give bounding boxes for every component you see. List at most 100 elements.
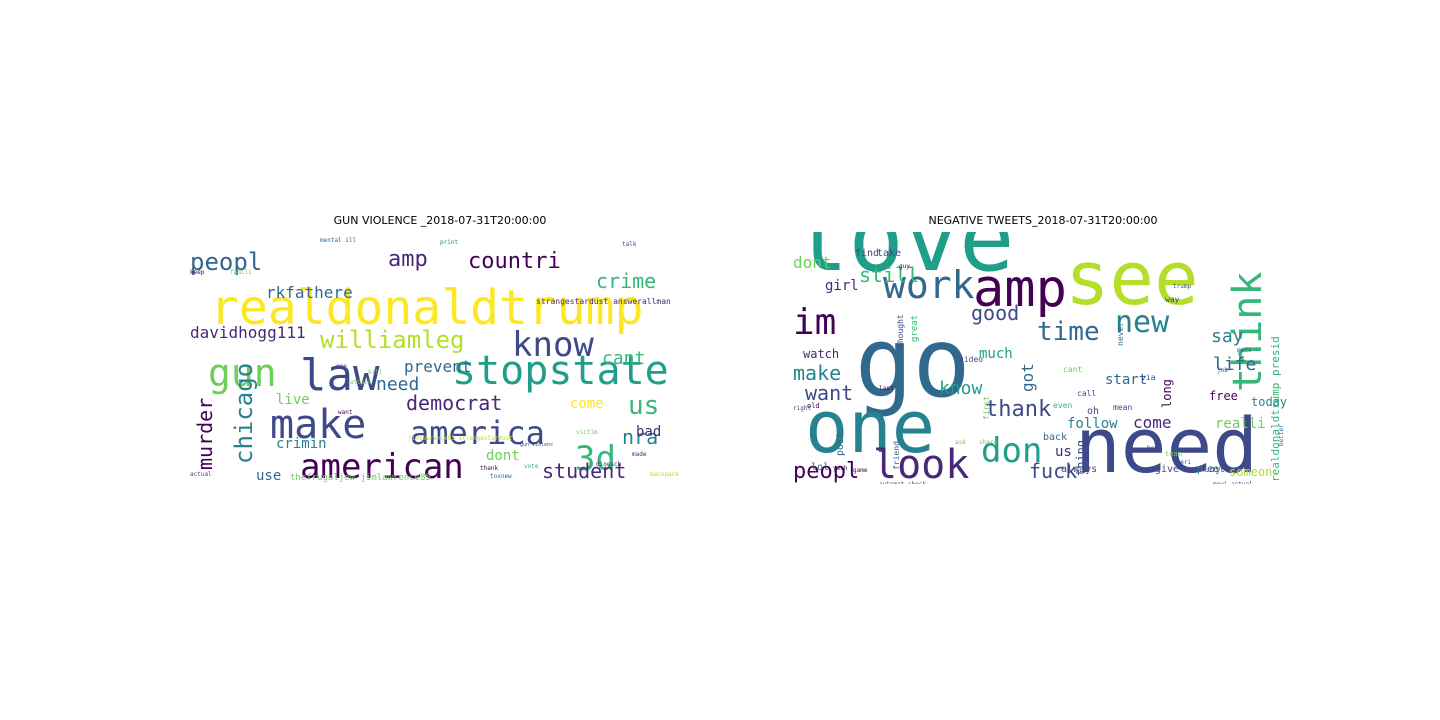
word-share: share <box>979 439 997 446</box>
word-mental-ill: mental ill <box>320 237 357 244</box>
word-crimin: crimin <box>276 436 327 452</box>
word-right: right <box>793 405 811 412</box>
word-video: video <box>959 355 983 364</box>
word-back: back <box>1043 432 1067 443</box>
word-nra: nra <box>622 425 658 449</box>
word-peopl: peopl <box>190 248 262 276</box>
word-need: need <box>376 374 419 395</box>
word-call: call <box>1077 389 1096 398</box>
word-long: long <box>1160 379 1174 408</box>
word-make: make <box>270 402 366 448</box>
gun-violence-panel: GUN VIOLENCE _2018-07-31T20:00:00 realdo… <box>190 214 690 484</box>
word-time: time <box>1037 317 1100 347</box>
word-make: make <box>793 361 841 385</box>
word-strangestardust-answerallman: strangestardust answerallman <box>536 297 671 306</box>
word-dont: dont <box>486 448 520 464</box>
word-rkfathere: rkfathere <box>266 283 353 302</box>
gun-violence-wordcloud-svg: realdonaldtrumpstopstatelawmakeamericana… <box>190 237 679 484</box>
word-williamleg: williamleg <box>320 326 465 354</box>
word-vote: vote <box>524 463 539 470</box>
word-take: take <box>877 248 901 259</box>
word-come: come <box>1133 413 1172 432</box>
word-thought: thought <box>896 314 905 348</box>
word-peopl: peopl <box>793 459 859 484</box>
word-dont: dont <box>793 253 832 272</box>
word-want: want <box>338 409 353 416</box>
word-hope: hope <box>1147 445 1162 452</box>
word-need: need <box>1075 401 1258 484</box>
word-toxnew: toxnew <box>490 473 512 480</box>
word-mean: mean <box>1113 403 1132 412</box>
word-girl: girl <box>825 278 859 294</box>
word-play: play <box>1197 464 1221 475</box>
word-thing: thing <box>1074 440 1088 476</box>
word-someon: someon <box>1229 465 1272 479</box>
word-student: student <box>542 459 626 483</box>
word-american: american <box>300 447 464 484</box>
word-victim: victim <box>576 429 598 436</box>
word-even: even <box>1053 401 1072 410</box>
word-automat-check: automat check <box>879 481 926 484</box>
word-look: look <box>873 442 969 484</box>
word-life: life <box>1213 354 1256 375</box>
word-don: don <box>981 431 1042 471</box>
word-much: much <box>979 346 1013 362</box>
word-guy: guy <box>899 263 910 270</box>
word-first: first <box>982 396 991 420</box>
word-way: way <box>1165 295 1180 304</box>
word-3d: 3d <box>575 439 616 479</box>
word-law: law <box>300 350 380 401</box>
word-one: one <box>805 385 935 469</box>
word-democrat: democrat <box>406 391 502 415</box>
word-give: give <box>1155 464 1179 475</box>
word-jimlawrence85-strangestardust: jimlawrence85 strangestardust <box>408 435 513 442</box>
word-made: made <box>632 451 647 458</box>
word-made: made <box>1237 347 1252 354</box>
word-prevent: prevent <box>404 357 471 376</box>
word-yeah: yeah <box>833 465 848 472</box>
word-realli: realli <box>1215 416 1266 432</box>
word-amp: amp <box>388 247 428 272</box>
word-one: one <box>336 363 347 370</box>
word-kill: kill <box>368 369 383 376</box>
word-print: print <box>440 239 458 246</box>
word-never: never <box>1116 322 1125 346</box>
word-know: know <box>512 325 594 365</box>
word-great: great <box>910 315 920 342</box>
word-bad: bad <box>636 424 661 440</box>
word-team: team <box>1165 450 1182 458</box>
word-new: new <box>1115 305 1170 340</box>
word-davidhogg111: davidhogg111 <box>190 323 306 342</box>
word-go: go <box>855 307 971 419</box>
word-old: old <box>807 402 820 410</box>
word-famili: famili <box>230 269 252 276</box>
word-ask: ask <box>955 439 966 446</box>
word-good: good <box>971 301 1019 325</box>
word-know: know <box>939 378 983 399</box>
word-game: game <box>853 467 868 474</box>
word-think: think <box>1225 272 1271 392</box>
word-last: last <box>879 385 894 392</box>
word-post: post <box>835 432 846 456</box>
word-talk: talk <box>622 241 637 248</box>
word-chicago: chicago <box>230 363 258 464</box>
word-gun-violenc: gun violenc <box>520 442 553 448</box>
word-start: start <box>1105 372 1147 388</box>
word-dioesch: dioesch <box>596 461 622 468</box>
gun-violence-wordcloud: realdonaldtrump stopstate law make american a… <box>190 232 690 484</box>
word-find: find <box>855 248 879 259</box>
word-still: still <box>859 263 919 287</box>
word-backpack: backpack <box>650 471 679 478</box>
word-better: better <box>1278 424 1285 446</box>
word-us: us <box>628 391 659 421</box>
word-actual: actual <box>190 471 212 478</box>
word-realdonaldtrump: realdonaldtrump <box>210 280 643 336</box>
word-keep: keep <box>190 269 205 276</box>
word-thank: thank <box>480 465 498 472</box>
word-see: see <box>1065 236 1199 322</box>
word-us: us <box>1055 444 1072 460</box>
word-work: work <box>883 263 975 307</box>
gun-violence-title: GUN VIOLENCE _2018-07-31T20:00:00 <box>333 214 547 227</box>
word-realdonaldtrump-presid: realdonaldtrump presid <box>1269 336 1282 482</box>
